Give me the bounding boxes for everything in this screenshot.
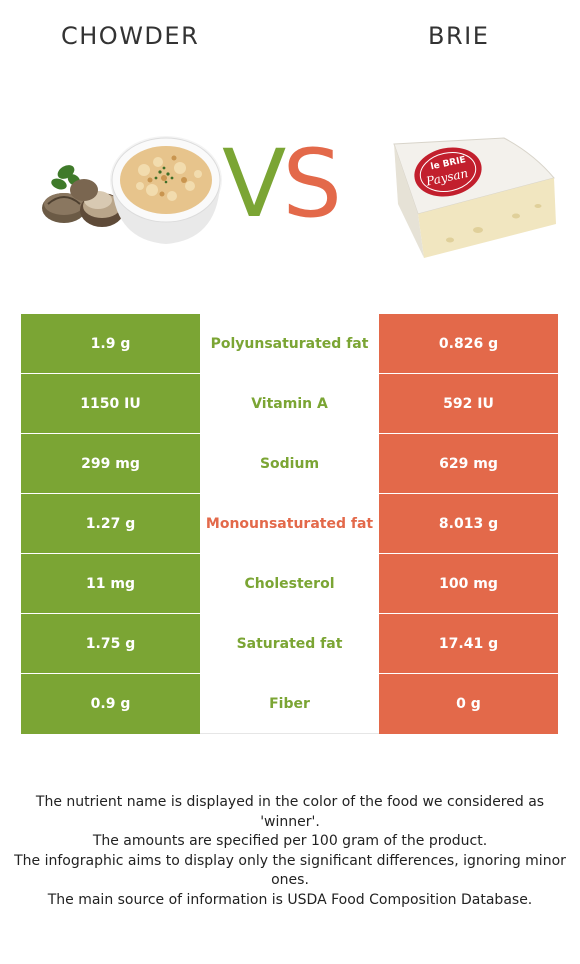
- nutrient-row: 299 mg Sodium 629 mg: [21, 433, 558, 494]
- brie-value: 100 mg: [379, 553, 558, 614]
- chowder-value: 1.75 g: [21, 613, 200, 674]
- chowder-image: [42, 136, 222, 244]
- brie-value: 592 IU: [379, 373, 558, 434]
- chowder-value: 299 mg: [21, 433, 200, 494]
- nutrient-name: Monounsaturated fat: [200, 493, 379, 554]
- chowder-value: 1.9 g: [21, 314, 200, 374]
- note-amounts: The amounts are specified per 100 gram o…: [92, 833, 488, 849]
- footnotes: The nutrient name is displayed in the co…: [14, 793, 566, 910]
- nutrient-row: 1.9 g Polyunsaturated fat 0.826 g: [21, 314, 558, 374]
- nutrient-name: Cholesterol: [200, 553, 379, 614]
- note-winner: The nutrient name is displayed in the co…: [35, 794, 545, 830]
- nutrient-name: Sodium: [200, 433, 379, 494]
- chowder-value: 1.27 g: [21, 493, 200, 554]
- brie-value: 8.013 g: [379, 493, 558, 554]
- vs-label: VS: [222, 120, 342, 250]
- brie-image: le BRIE Paysan: [393, 137, 556, 258]
- nutrient-name: Polyunsaturated fat: [200, 314, 379, 374]
- nutrient-row: 1.27 g Monounsaturated fat 8.013 g: [21, 493, 558, 554]
- nutrient-name: Fiber: [200, 673, 379, 734]
- nutrient-row: 1.75 g Saturated fat 17.41 g: [21, 613, 558, 674]
- nutrient-comparison-table: 1.9 g Polyunsaturated fat 0.826 g 1150 IU Vi…: [21, 314, 558, 734]
- brie-value: 17.41 g: [379, 613, 558, 674]
- vs-v: V: [222, 130, 286, 239]
- nutrient-row: 1150 IU Vitamin A 592 IU: [21, 373, 558, 434]
- note-significant: The infographic aims to display only the…: [14, 852, 566, 889]
- brie-value: 0.826 g: [379, 314, 558, 374]
- nutrient-name: Vitamin A: [200, 373, 379, 434]
- nutrient-row: 11 mg Cholesterol 100 mg: [21, 553, 558, 614]
- nutrient-row: 0.9 g Fiber 0 g: [21, 673, 558, 734]
- note-source: The main source of information is USDA F…: [47, 891, 533, 908]
- chowder-value: 11 mg: [21, 553, 200, 614]
- brie-value: 629 mg: [379, 433, 558, 494]
- brie-title: BRIE: [428, 22, 490, 50]
- chowder-value: 0.9 g: [21, 673, 200, 734]
- chowder-value: 1150 IU: [21, 373, 200, 434]
- chowder-title: CHOWDER: [61, 22, 200, 50]
- brie-value: 0 g: [379, 673, 558, 734]
- nutrient-name: Saturated fat: [200, 613, 379, 674]
- vs-s: S: [282, 130, 342, 239]
